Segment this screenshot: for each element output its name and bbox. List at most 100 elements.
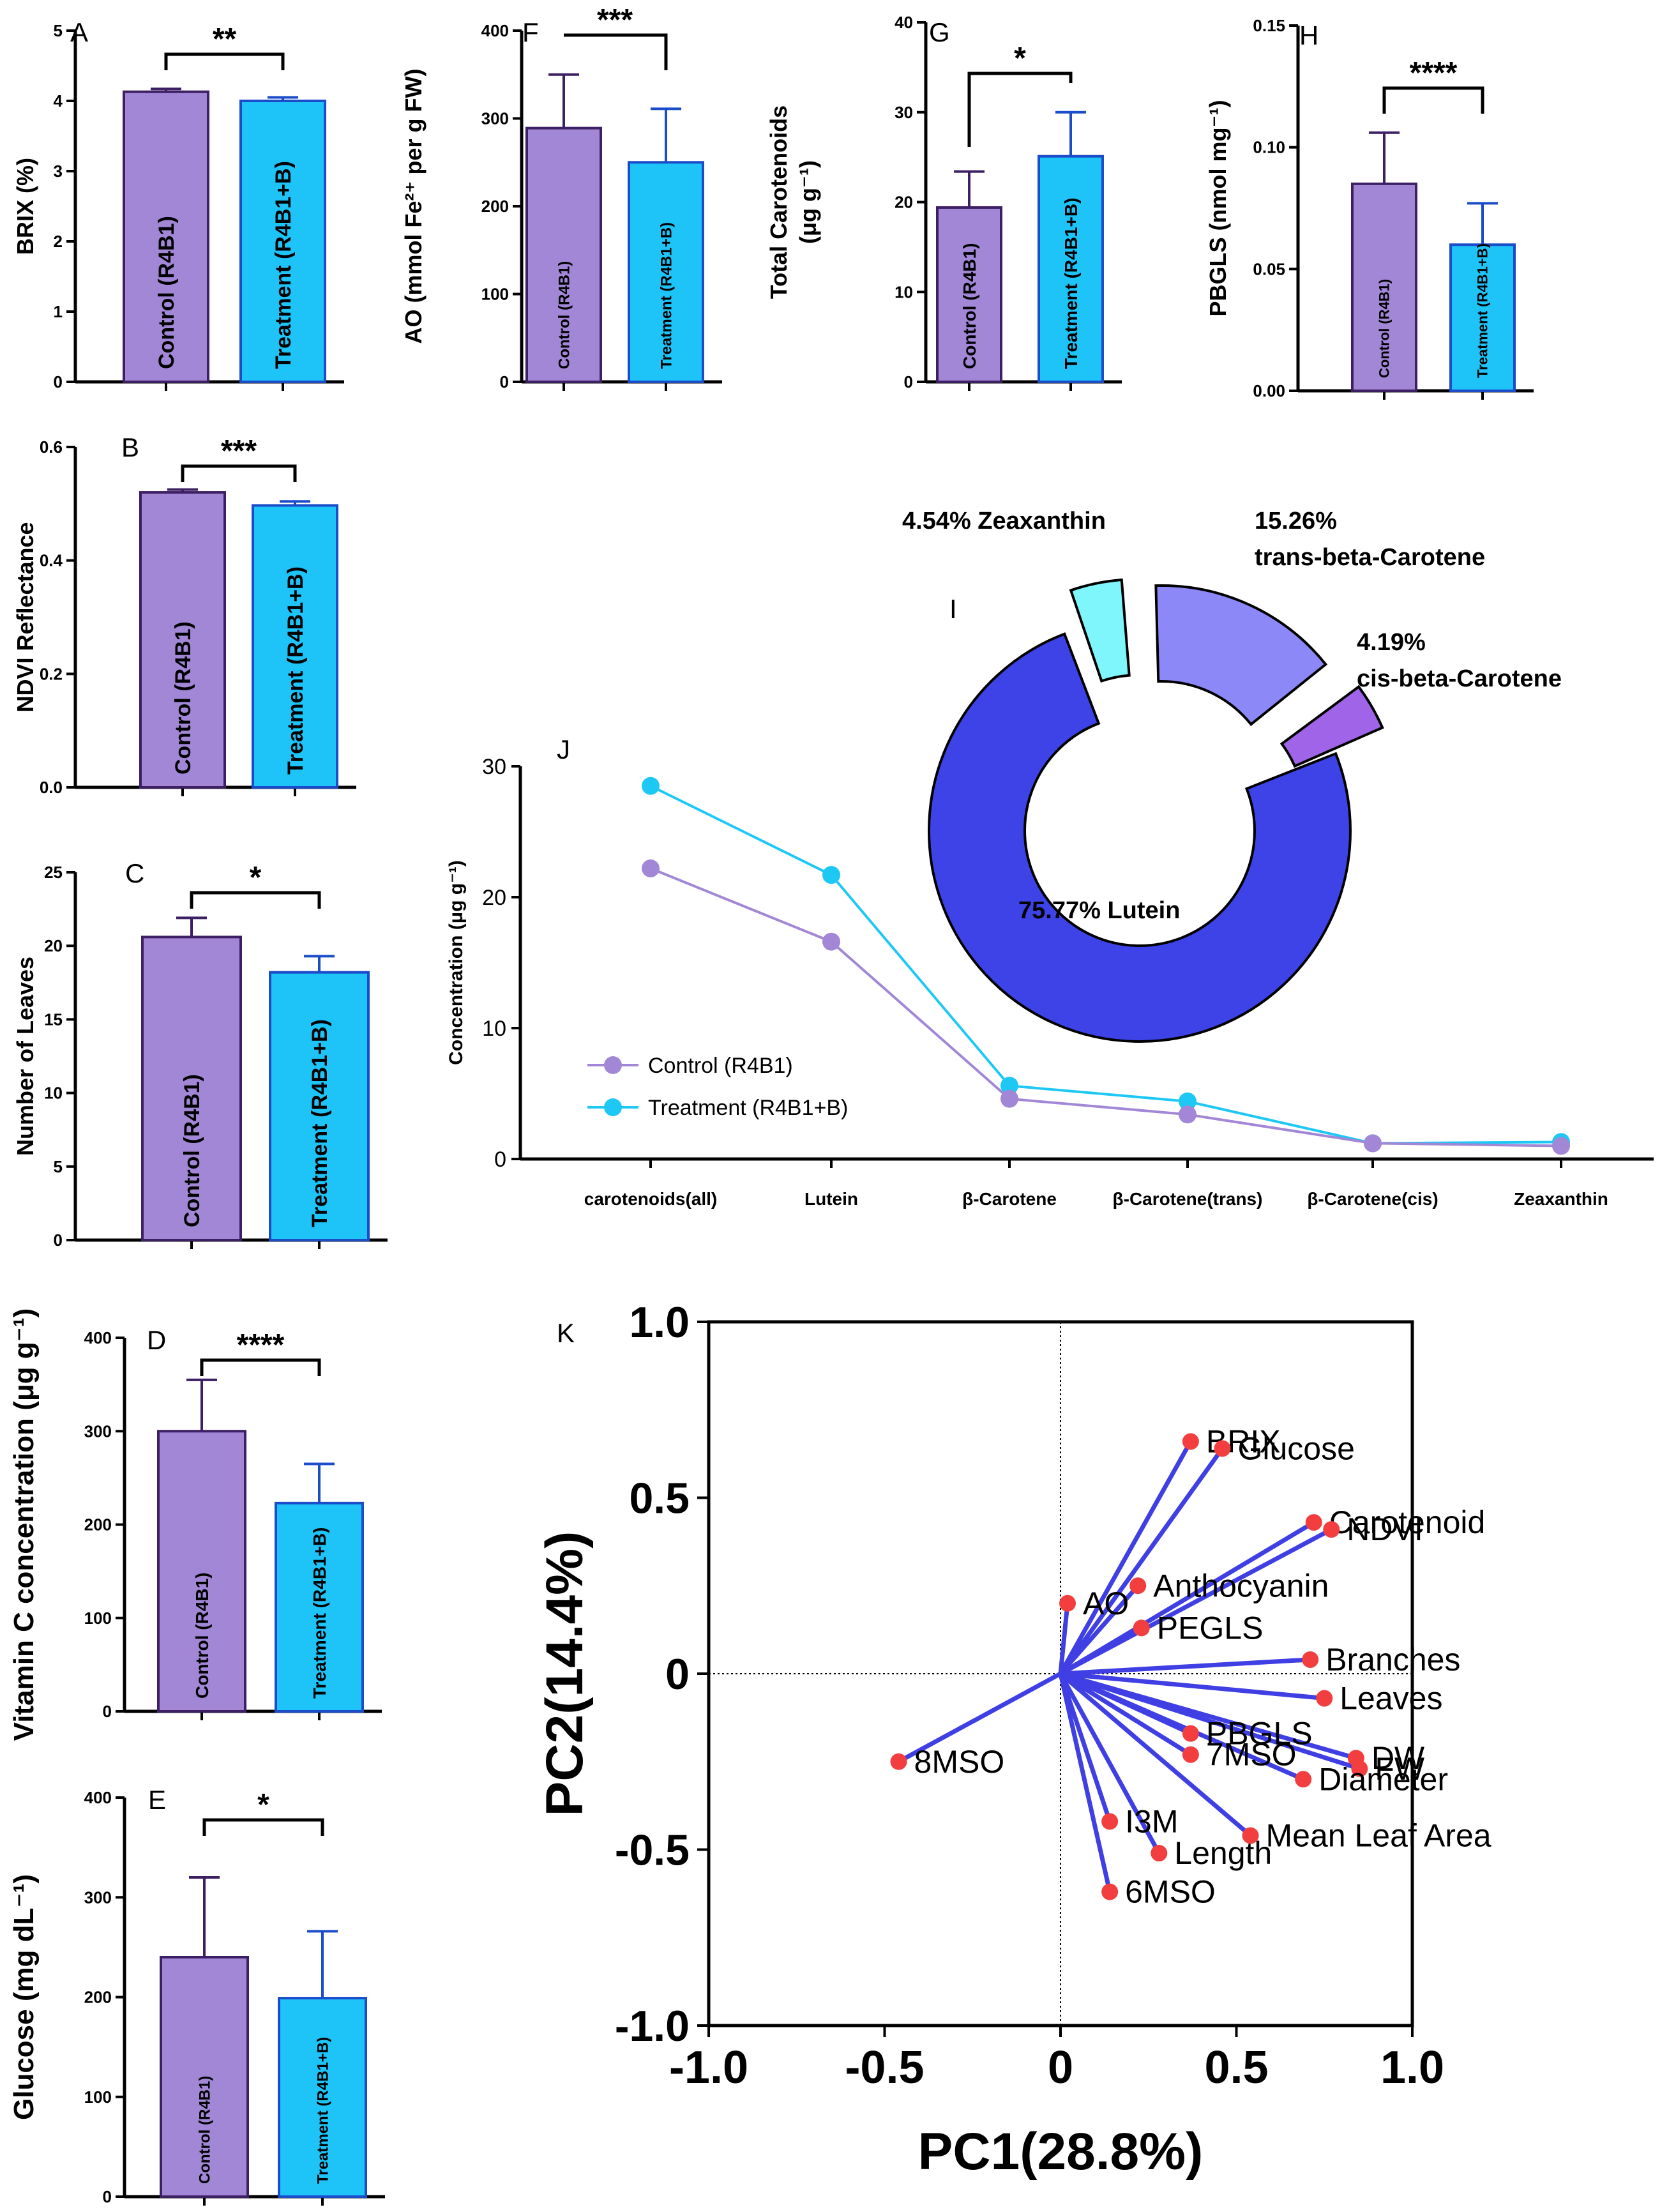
y-tick-label: 20 bbox=[44, 936, 63, 955]
panel-d: 0 100 200 300 400 Control (R4B1) Treatment (R4… bbox=[8, 1308, 382, 1741]
loading-point bbox=[1059, 1595, 1076, 1612]
bar-label: Treatment (R4B1+B) bbox=[308, 1019, 332, 1227]
y-tick-label: 0 bbox=[54, 372, 63, 391]
panel-c: 0 5 10 15 20 25 Control (R4B1) Treatment (R4B1+… bbox=[12, 858, 388, 1250]
y-tick-label: 100 bbox=[84, 2087, 112, 2107]
panel-i: 75.77% Lutein 15.26% trans-beta-Carotene 4.… bbox=[902, 508, 1562, 1043]
y-axis-label: Vitamin C concentration (μg g⁻¹) bbox=[8, 1308, 40, 1741]
loading-vector bbox=[1058, 1672, 1161, 1854]
y-tick-label: 25 bbox=[44, 863, 63, 882]
bar-control bbox=[157, 1430, 246, 1713]
panel-letter: F bbox=[522, 17, 539, 47]
significance-label: ** bbox=[213, 22, 237, 56]
y-tick-label: 0.15 bbox=[1253, 16, 1285, 35]
panel-g: 0 10 20 30 40 Control (R4B1) Treatment (R4B1+B… bbox=[766, 13, 1122, 391]
loading-point bbox=[1316, 1690, 1333, 1707]
y-tick-label: 200 bbox=[84, 1515, 112, 1534]
significance-bracket bbox=[190, 891, 321, 909]
y-tick-label: 3 bbox=[54, 162, 63, 181]
x-tick-label: 0.5 bbox=[1204, 2042, 1268, 2093]
y-axis-label-line2: (μg g⁻¹) bbox=[795, 160, 821, 244]
loading-label: 7MSO bbox=[1206, 1737, 1297, 1773]
panel-f: 0 100 200 300 400 Control (R4B1) Treatment (R4… bbox=[400, 3, 722, 391]
legend-label: Treatment (R4B1+B) bbox=[648, 1096, 848, 1120]
y-tick-label: 400 bbox=[84, 1788, 112, 1807]
significance-label: * bbox=[250, 861, 262, 895]
y-tick-label: 100 bbox=[84, 1609, 112, 1628]
loading-vector bbox=[1058, 1440, 1193, 1675]
y-tick-label: 15 bbox=[44, 1010, 63, 1029]
pie-label-trans-percent: 15.26% bbox=[1255, 508, 1337, 534]
loading-vector bbox=[897, 1671, 1062, 1764]
loading-vector bbox=[1058, 1603, 1070, 1674]
y-tick-label: -1.0 bbox=[615, 2002, 690, 2050]
loading-vector bbox=[1060, 1671, 1325, 1701]
significance-label: **** bbox=[1410, 56, 1458, 90]
loading-point bbox=[1351, 1760, 1368, 1777]
y-axis-label: Glucose (mg dL⁻¹) bbox=[8, 1874, 40, 2120]
x-tick-label: -0.5 bbox=[845, 2042, 924, 2093]
y-tick-label: 2 bbox=[54, 232, 63, 251]
loading-label: FW bbox=[1375, 1751, 1425, 1787]
bar-treatment bbox=[252, 504, 338, 789]
y-tick-label: 10 bbox=[44, 1084, 63, 1103]
y-tick-label: 300 bbox=[84, 1888, 112, 1907]
y-tick-label: 0.0 bbox=[40, 778, 63, 797]
significance-label: **** bbox=[237, 1328, 285, 1362]
pie-slice-trans-beta-carotene bbox=[1154, 584, 1328, 727]
x-tick-label: -1.0 bbox=[669, 2042, 748, 2093]
data-point bbox=[1552, 1137, 1570, 1155]
data-point bbox=[1179, 1092, 1197, 1110]
loading-point bbox=[1295, 1771, 1312, 1788]
panel-letter: D bbox=[147, 1325, 166, 1355]
panel-h: 0.00 0.05 0.10 0.15 Control (R4B1) Treatment … bbox=[1205, 16, 1534, 400]
loading-point bbox=[1133, 1619, 1150, 1637]
y-axis-label: Concentration (μg g⁻¹) bbox=[446, 860, 467, 1065]
y-tick-label: 0 bbox=[103, 1702, 112, 1721]
y-tick-label: 10 bbox=[895, 282, 913, 301]
panel-e: 0 100 200 300 400 Control (R4B1) Treatment (R4… bbox=[8, 1785, 385, 2206]
x-tick-label: carotenoids(all) bbox=[584, 1189, 717, 1209]
loading-label: Glucose bbox=[1237, 1430, 1354, 1466]
legend-label: Control (R4B1) bbox=[648, 1054, 793, 1078]
loading-label: PBGLS bbox=[1206, 1716, 1313, 1752]
bar-control bbox=[160, 1956, 249, 2198]
loading-vector bbox=[1059, 1671, 1361, 1771]
significance-bracket bbox=[202, 1818, 324, 1836]
bar-control bbox=[141, 936, 242, 1241]
data-point bbox=[1179, 1105, 1197, 1124]
loading-label: 6MSO bbox=[1125, 1874, 1216, 1910]
bar-label: Treatment (R4B1+B) bbox=[283, 566, 308, 775]
loading-point bbox=[1101, 1813, 1119, 1830]
y-tick-label: 10 bbox=[482, 1017, 506, 1041]
bar-control bbox=[936, 206, 1002, 383]
pie-label-cis-percent: 4.19% bbox=[1357, 629, 1426, 656]
loading-label: DW bbox=[1371, 1740, 1425, 1776]
bar-label: Treatment (R4B1+B) bbox=[310, 1527, 329, 1699]
data-point bbox=[1000, 1077, 1018, 1095]
significance-bracket bbox=[967, 72, 1073, 147]
loading-label: I3M bbox=[1125, 1803, 1178, 1839]
loading-label: Mean Leaf Area bbox=[1266, 1817, 1491, 1853]
pie-label-cis-name: cis-beta-Carotene bbox=[1357, 665, 1562, 692]
y-tick-label: 0 bbox=[494, 1148, 506, 1172]
data-point bbox=[642, 776, 660, 795]
significance-label: *** bbox=[597, 3, 633, 37]
loading-point bbox=[890, 1753, 907, 1770]
panel-k: -1.0 -0.5 0 0.5 1.0-1.0-0.500.51.0BRIXGlucos… bbox=[536, 1298, 1491, 2181]
loading-point bbox=[1151, 1845, 1168, 1862]
loading-label: Carotenoid bbox=[1329, 1504, 1486, 1540]
data-point bbox=[642, 859, 660, 877]
y-axis-label: PBGLS (nmol mg⁻¹) bbox=[1205, 100, 1231, 317]
loading-point bbox=[1305, 1514, 1322, 1531]
x-tick-label: Lutein bbox=[804, 1189, 858, 1209]
y-tick-label: 5 bbox=[54, 21, 63, 40]
data-point bbox=[822, 932, 840, 951]
loading-vector bbox=[1059, 1626, 1143, 1676]
panel-letter: I bbox=[949, 594, 957, 624]
x-tick-label: β-Carotene bbox=[962, 1189, 1057, 1209]
y-axis-label: Total Carotenoids bbox=[766, 105, 792, 299]
panel-letter: C bbox=[125, 858, 144, 888]
x-tick-label: 1.0 bbox=[1380, 2042, 1444, 2093]
